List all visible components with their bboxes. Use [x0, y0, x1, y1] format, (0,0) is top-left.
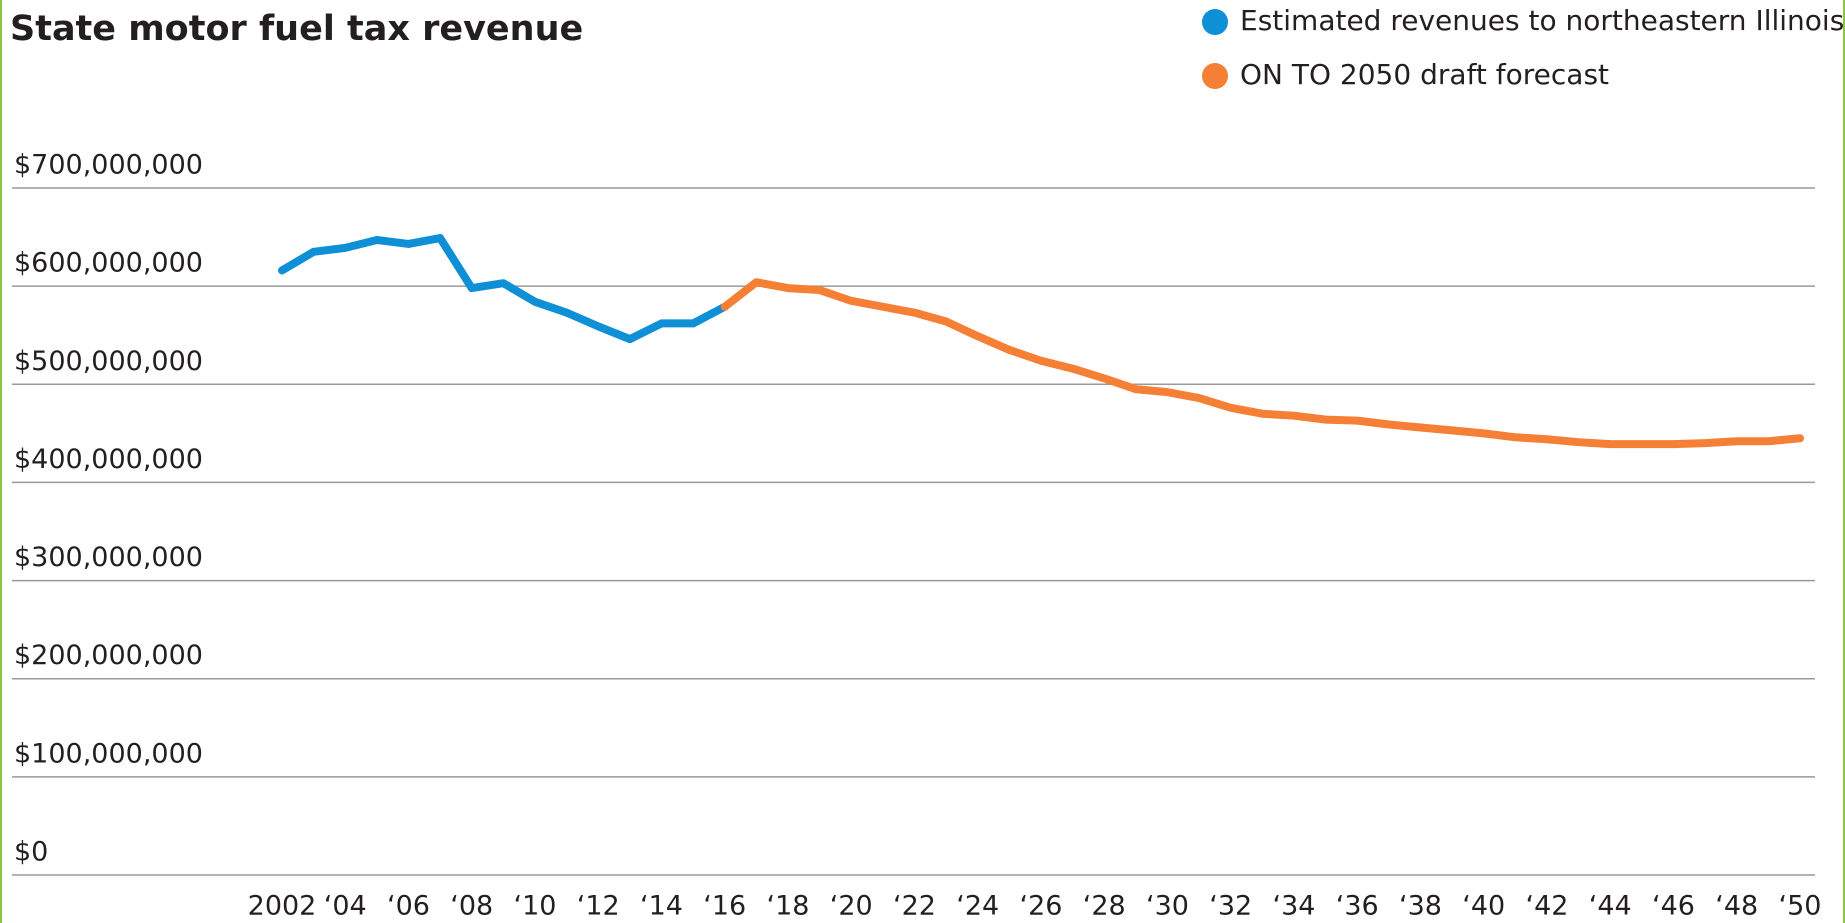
- x-tick-label: ‘48: [1715, 891, 1758, 922]
- x-tick-label: ‘32: [1209, 891, 1252, 922]
- x-tick-label: ‘50: [1779, 891, 1822, 922]
- x-tick-label: ‘14: [640, 891, 683, 922]
- x-tick-label: ‘42: [1526, 891, 1569, 922]
- y-tick-label: $500,000,000: [14, 346, 203, 377]
- x-tick-label: ‘44: [1589, 891, 1632, 922]
- x-tick-label: ‘38: [1399, 891, 1442, 922]
- y-tick-label: $0: [14, 837, 48, 868]
- x-tick-label: ‘16: [703, 891, 746, 922]
- x-tick-label: ‘40: [1462, 891, 1505, 922]
- x-tick-label: ‘18: [767, 891, 810, 922]
- x-tick-label: ‘26: [1020, 891, 1063, 922]
- x-tick-label: ‘06: [387, 891, 430, 922]
- x-tick-label: ‘28: [1083, 891, 1126, 922]
- x-tick-label: ‘04: [324, 891, 367, 922]
- y-tick-label: $400,000,000: [14, 444, 203, 475]
- x-tick-label: ‘34: [1273, 891, 1316, 922]
- x-tick-label: 2002: [248, 891, 317, 922]
- legend-label: Estimated revenues to northeastern Illin…: [1240, 4, 1844, 37]
- x-tick-label: ‘12: [577, 891, 620, 922]
- y-tick-label: $200,000,000: [14, 640, 203, 671]
- y-tick-label: $600,000,000: [14, 248, 203, 279]
- line-series: [278, 234, 729, 344]
- y-tick-label: $700,000,000: [14, 150, 203, 181]
- x-tick-label: ‘36: [1336, 891, 1379, 922]
- x-tick-label: ‘30: [1146, 891, 1189, 922]
- x-tick-label: ‘20: [830, 891, 873, 922]
- x-tick-label: ‘46: [1652, 891, 1695, 922]
- legend-marker: [1202, 63, 1228, 89]
- x-tick-label: ‘22: [893, 891, 936, 922]
- line-series: [720, 278, 1804, 449]
- x-tick-label: ‘10: [514, 891, 557, 922]
- y-tick-label: $100,000,000: [14, 738, 203, 769]
- chart-title: State motor fuel tax revenue: [10, 9, 583, 49]
- x-tick-label: ‘08: [450, 891, 493, 922]
- legend-label: ON TO 2050 draft forecast: [1240, 58, 1609, 91]
- legend-marker: [1202, 9, 1228, 35]
- y-tick-label: $300,000,000: [14, 542, 203, 573]
- x-tick-label: ‘24: [956, 891, 999, 922]
